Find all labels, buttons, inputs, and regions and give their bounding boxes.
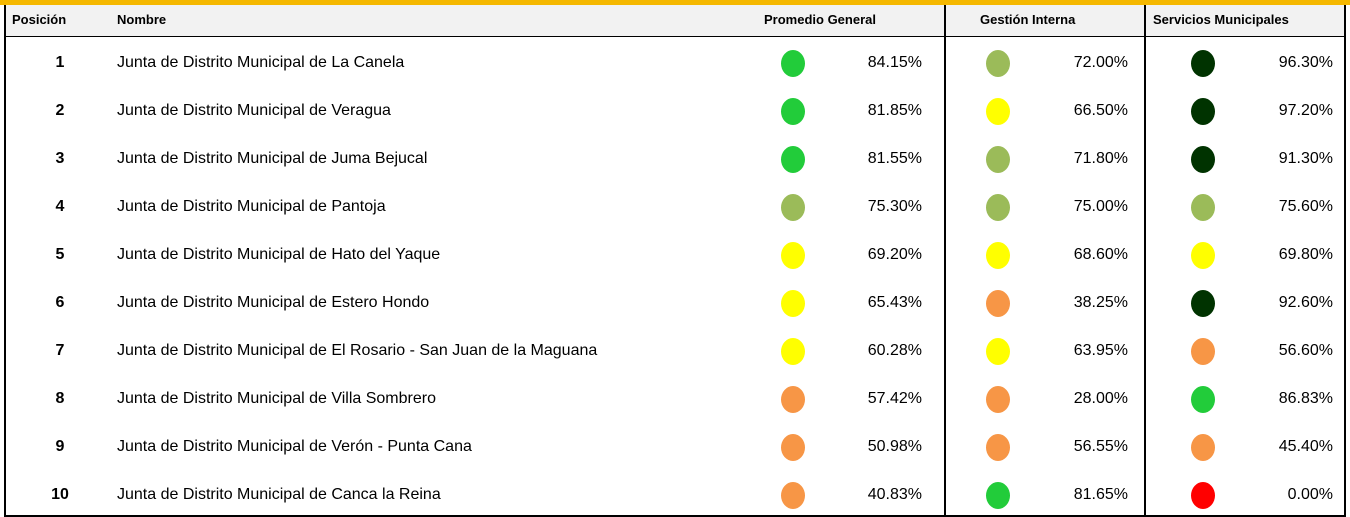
status-dot: [986, 290, 1010, 317]
position: 8: [55, 390, 65, 407]
status-dot: [1191, 50, 1215, 77]
status-dot: [1191, 242, 1215, 269]
score: 92.60%: [1278, 294, 1333, 311]
status-dot: [781, 338, 805, 365]
column-header: Gestión Interna: [980, 12, 1076, 27]
top-stripe: [0, 0, 1350, 5]
name: Junta de Distrito Municipal de El Rosari…: [117, 342, 598, 359]
score: 38.25%: [1073, 294, 1128, 311]
score: 40.83%: [867, 486, 922, 503]
border: [1344, 5, 1346, 517]
name: Junta de Distrito Municipal de Juma Beju…: [117, 150, 428, 167]
score: 63.95%: [1073, 342, 1128, 359]
score: 81.65%: [1073, 486, 1128, 503]
position: 5: [55, 246, 65, 263]
status-dot: [1191, 194, 1215, 221]
score: 0.00%: [1287, 486, 1333, 503]
score: 69.20%: [867, 246, 922, 263]
score: 71.80%: [1073, 150, 1128, 167]
score: 97.20%: [1278, 102, 1333, 119]
status-dot: [1191, 146, 1215, 173]
score: 50.98%: [867, 438, 922, 455]
status-dot: [781, 434, 805, 461]
score: 66.50%: [1073, 102, 1128, 119]
score: 45.40%: [1278, 438, 1333, 455]
score: 75.00%: [1073, 198, 1128, 215]
name: Junta de Distrito Municipal de Canca la …: [117, 486, 441, 503]
status-dot: [781, 386, 805, 413]
position: 10: [51, 486, 69, 503]
score: 81.55%: [867, 150, 922, 167]
position: 2: [55, 102, 65, 119]
name: Junta de Distrito Municipal de Villa Som…: [117, 390, 436, 407]
score: 75.60%: [1278, 198, 1333, 215]
name: Junta de Distrito Municipal de Verón - P…: [117, 438, 472, 455]
name: Junta de Distrito Municipal de Pantoja: [117, 198, 386, 215]
column-header: Servicios Municipales: [1153, 12, 1289, 27]
status-dot: [986, 386, 1010, 413]
score: 81.85%: [867, 102, 922, 119]
name: Junta de Distrito Municipal de Veragua: [117, 102, 391, 119]
column-header: Promedio General: [764, 12, 876, 27]
score: 57.42%: [867, 390, 922, 407]
status-dot: [1191, 290, 1215, 317]
position: 7: [55, 342, 65, 359]
name: Junta de Distrito Municipal de La Canela: [117, 54, 405, 71]
status-dot: [781, 50, 805, 77]
score: 28.00%: [1073, 390, 1128, 407]
position: 6: [55, 294, 65, 311]
score: 68.60%: [1073, 246, 1128, 263]
column-header: Posición: [12, 12, 67, 27]
score: 91.30%: [1278, 150, 1333, 167]
score: 56.60%: [1278, 342, 1333, 359]
status-dot: [781, 194, 805, 221]
status-dot: [986, 50, 1010, 77]
header-bar: [5, 5, 1345, 36]
position: 9: [55, 438, 65, 455]
status-dot: [781, 242, 805, 269]
status-dot: [1191, 338, 1215, 365]
score: 96.30%: [1278, 54, 1333, 71]
status-dot: [1191, 434, 1215, 461]
status-dot: [781, 98, 805, 125]
score: 56.55%: [1073, 438, 1128, 455]
score: 84.15%: [867, 54, 922, 71]
divider: [1144, 5, 1146, 517]
position: 3: [55, 150, 65, 167]
header-line: [5, 36, 1345, 37]
score: 75.30%: [867, 198, 922, 215]
divider: [944, 5, 946, 517]
bottom-line: [5, 515, 1345, 517]
position: 1: [55, 54, 65, 71]
status-dot: [781, 146, 805, 173]
status-dot: [986, 482, 1010, 509]
status-dot: [986, 434, 1010, 461]
status-dot: [986, 338, 1010, 365]
score: 69.80%: [1278, 246, 1333, 263]
score: 60.28%: [867, 342, 922, 359]
name: Junta de Distrito Municipal de Hato del …: [117, 246, 441, 263]
border: [4, 5, 6, 517]
position: 4: [55, 198, 65, 215]
status-dot: [781, 290, 805, 317]
column-header: Nombre: [117, 12, 167, 27]
status-dot: [986, 98, 1010, 125]
status-dot: [986, 146, 1010, 173]
status-dot: [1191, 386, 1215, 413]
status-dot: [781, 482, 805, 509]
status-dot: [986, 242, 1010, 269]
score: 72.00%: [1073, 54, 1128, 71]
status-dot: [986, 194, 1010, 221]
score: 86.83%: [1278, 390, 1333, 407]
name: Junta de Distrito Municipal de Estero Ho…: [117, 294, 430, 311]
status-dot: [1191, 98, 1215, 125]
score: 65.43%: [867, 294, 922, 311]
status-dot: [1191, 482, 1215, 509]
